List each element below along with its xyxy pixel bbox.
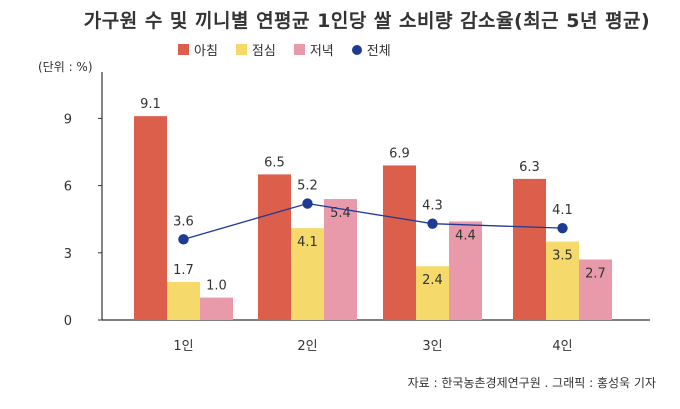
legend-swatch-lunch xyxy=(235,44,247,55)
label-lunch: 3.5 xyxy=(552,249,573,264)
legend-label-breakfast: 아침 xyxy=(194,44,218,59)
total-label: 5.2 xyxy=(297,179,318,194)
bar-dinner xyxy=(200,297,233,320)
bar-lunch xyxy=(416,266,449,320)
total-point xyxy=(302,198,313,209)
y-tick-label: 3 xyxy=(64,247,72,262)
chart-title: 가구원 수 및 끼니별 연평균 1인당 쌀 소비량 감소율(최근 5년 평균) xyxy=(83,10,651,32)
label-lunch: 4.1 xyxy=(297,235,318,250)
unit-label: (단위 : %) xyxy=(38,60,93,74)
total-point xyxy=(557,222,568,234)
y-tick-label: 6 xyxy=(64,180,72,195)
total-label: 3.6 xyxy=(173,214,194,229)
legend-label-lunch: 점심 xyxy=(251,44,276,59)
total-label: 4.3 xyxy=(422,199,443,214)
label-breakfast: 6.3 xyxy=(519,160,540,175)
label-breakfast: 6.9 xyxy=(389,146,410,161)
legend-label-total: 전체 xyxy=(366,44,391,59)
bar-dinner xyxy=(449,221,482,320)
bar-breakfast xyxy=(134,116,167,320)
label-dinner: 2.7 xyxy=(585,267,606,282)
total-point xyxy=(427,218,438,229)
bar-lunch xyxy=(546,241,579,320)
legend-item-total: 전체 xyxy=(351,40,391,59)
x-tick-label: 1인 xyxy=(173,339,193,354)
y-tick-label: 0 xyxy=(64,314,72,329)
bar-breakfast xyxy=(383,165,416,320)
total-point xyxy=(178,234,189,245)
bar-breakfast xyxy=(513,178,546,320)
label-dinner: 4.4 xyxy=(455,228,476,243)
x-tick-label: 4인 xyxy=(552,339,572,354)
label-lunch: 1.7 xyxy=(173,263,194,278)
legend-marker-total xyxy=(351,44,362,55)
x-tick-label: 2인 xyxy=(297,339,317,354)
total-line xyxy=(183,202,563,240)
bar-lunch xyxy=(167,281,200,320)
label-dinner: 1.0 xyxy=(206,279,227,294)
label-breakfast: 6.5 xyxy=(264,155,285,170)
legend-label-dinner: 저녁 xyxy=(309,44,334,59)
bar-breakfast xyxy=(258,174,291,320)
label-breakfast: 9.1 xyxy=(140,97,161,112)
bar-dinner xyxy=(579,259,612,320)
total-label: 4.1 xyxy=(552,203,573,218)
legend: 아침 점심 저녁 전체 xyxy=(178,40,391,59)
label-lunch: 2.4 xyxy=(422,273,443,288)
legend-swatch-breakfast xyxy=(178,44,189,55)
legend-item-dinner: 저녁 xyxy=(293,40,334,59)
x-tick-label: 3인 xyxy=(422,339,442,354)
bar-dinner xyxy=(324,199,357,320)
legend-item-lunch: 점심 xyxy=(235,40,276,59)
bar-lunch xyxy=(291,228,324,320)
legend-item-breakfast: 아침 xyxy=(178,40,218,59)
y-tick-label: 9 xyxy=(64,112,72,127)
legend-swatch-dinner xyxy=(293,44,305,55)
source-note: 자료 : 한국농촌경제연구원 . 그래픽 : 홍성욱 기자 xyxy=(407,376,656,390)
